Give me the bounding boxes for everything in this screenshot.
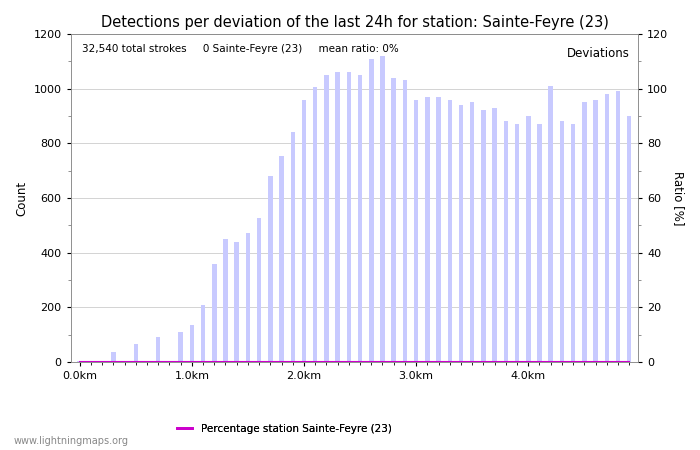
Bar <box>246 234 250 362</box>
Bar <box>223 239 228 362</box>
Bar <box>302 99 306 362</box>
Bar <box>178 332 183 362</box>
Bar <box>571 124 575 362</box>
Text: 32,540 total strokes     0 Sainte-Feyre (23)     mean ratio: 0%: 32,540 total strokes 0 Sainte-Feyre (23)… <box>82 44 399 54</box>
Bar <box>470 102 475 362</box>
Bar <box>458 105 463 362</box>
Bar <box>526 116 531 362</box>
Bar <box>268 176 272 362</box>
Bar <box>537 124 542 362</box>
Bar <box>212 264 216 362</box>
Bar <box>605 94 609 362</box>
Bar <box>514 124 519 362</box>
Bar <box>290 132 295 362</box>
Bar <box>436 97 441 362</box>
Bar <box>627 116 631 362</box>
Bar <box>78 360 82 362</box>
Bar <box>234 242 239 362</box>
Legend: Percentage station Sainte-Feyre (23): Percentage station Sainte-Feyre (23) <box>172 420 395 438</box>
Bar <box>190 325 194 362</box>
Bar <box>549 86 553 362</box>
Bar <box>492 108 497 362</box>
Bar <box>134 344 138 362</box>
Bar <box>313 87 317 362</box>
Y-axis label: Count: Count <box>15 180 28 216</box>
Y-axis label: Ratio [%]: Ratio [%] <box>672 171 685 225</box>
Bar <box>335 72 340 362</box>
Bar <box>279 156 284 362</box>
Bar <box>358 75 363 362</box>
Bar <box>560 122 564 362</box>
Bar <box>257 218 261 362</box>
Bar <box>111 352 116 362</box>
Bar <box>594 99 598 362</box>
Bar <box>346 72 351 362</box>
Bar <box>402 81 407 362</box>
Bar <box>414 99 419 362</box>
Bar <box>481 111 486 362</box>
Bar <box>582 102 587 362</box>
Bar <box>201 305 205 362</box>
Bar <box>369 58 374 362</box>
Text: www.lightningmaps.org: www.lightningmaps.org <box>14 436 129 446</box>
Bar <box>391 78 396 362</box>
Bar <box>156 338 160 362</box>
Text: Deviations: Deviations <box>567 47 630 60</box>
Title: Detections per deviation of the last 24h for station: Sainte-Feyre (23): Detections per deviation of the last 24h… <box>101 15 608 30</box>
Bar <box>503 122 508 362</box>
Bar <box>324 75 329 362</box>
Bar <box>380 56 385 362</box>
Bar <box>616 91 620 362</box>
Bar <box>425 97 430 362</box>
Bar <box>447 99 452 362</box>
